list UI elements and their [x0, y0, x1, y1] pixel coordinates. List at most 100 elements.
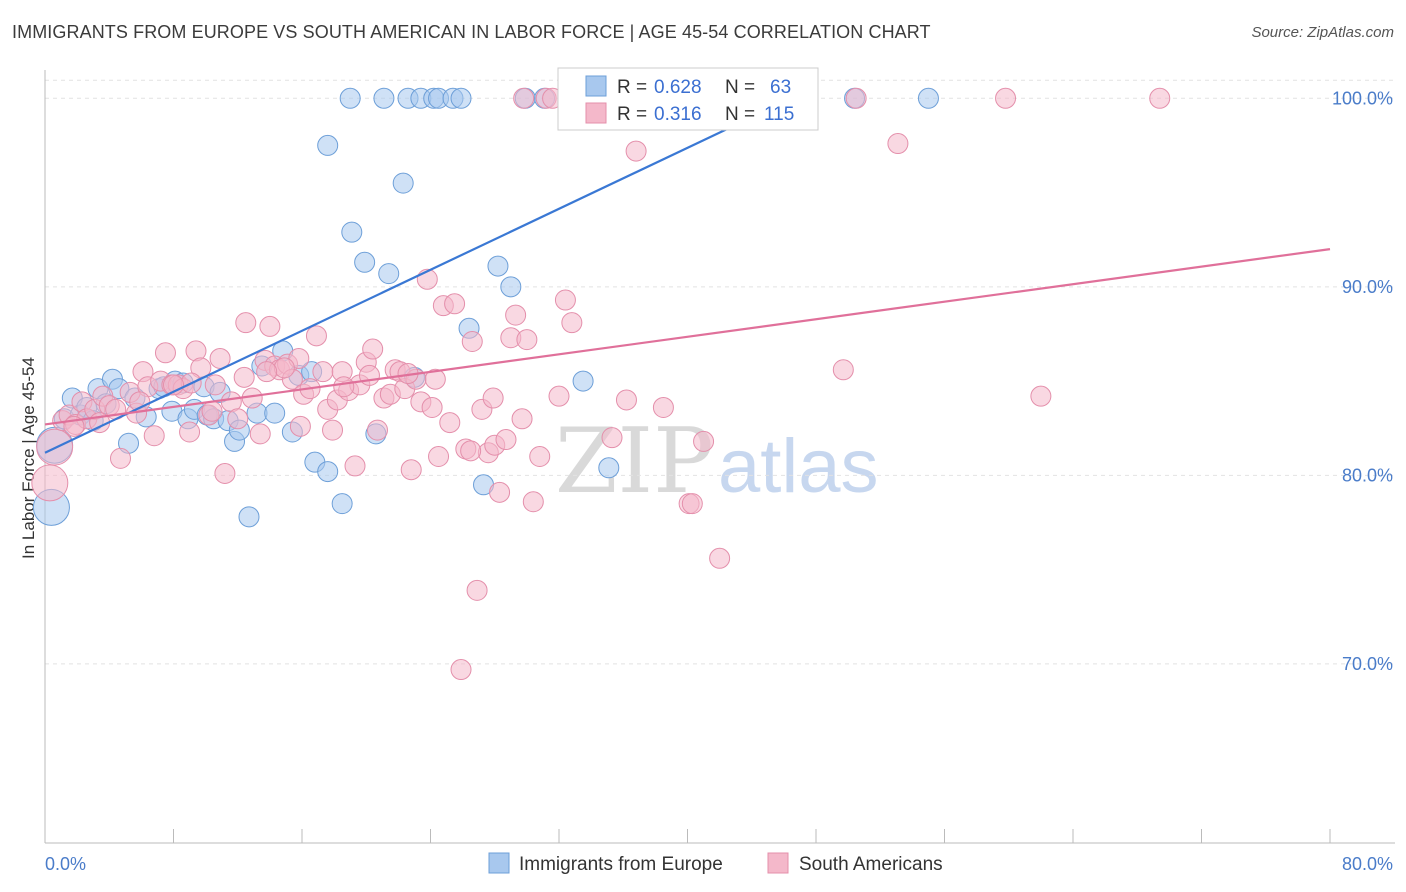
legend-n-value-europe: 63: [770, 77, 791, 98]
point-1-61: [400, 459, 422, 481]
trend-line-0: [44, 97, 793, 454]
bottom-legend-label-europe: Immigrants from Europe: [519, 854, 723, 875]
point-1-121: [424, 368, 446, 390]
point-0-57: [500, 276, 522, 298]
point-0-45: [378, 263, 400, 285]
point-1-109: [273, 357, 295, 379]
point-1-51: [344, 455, 366, 477]
point-0-46: [392, 172, 414, 194]
y-tick-label-80: 80.0%: [1342, 465, 1393, 485]
point-1-120: [289, 415, 311, 437]
point-1-95: [652, 396, 674, 418]
point-1-115: [333, 376, 355, 398]
point-1-94: [625, 140, 647, 162]
bottom-legend-label-south-americans: South Americans: [799, 854, 943, 875]
point-1-86: [548, 385, 570, 407]
source-label: Source: ZipAtlas.com: [1251, 24, 1394, 41]
point-1-78: [495, 429, 517, 451]
point-0-37: [317, 461, 339, 483]
point-1-66: [428, 446, 450, 467]
y-tick-label-100: 100.0%: [1332, 88, 1393, 108]
point-1-45: [312, 361, 334, 383]
x-tick-label-min: 0.0%: [45, 854, 86, 874]
chart-title: IMMIGRANTS FROM EUROPE VS SOUTH AMERICAN…: [12, 22, 931, 42]
legend-n-label-south-americans: N =: [725, 104, 755, 125]
series-legend: Immigrants from Europe South Americans: [488, 852, 943, 875]
point-1-82: [516, 329, 538, 351]
point-1-16: [143, 425, 165, 447]
point-1-114: [256, 361, 278, 383]
y-tick-labels: 70.0% 80.0% 90.0% 100.0%: [1332, 88, 1393, 674]
legend-swatch-south-americans: [585, 102, 607, 124]
point-1-105: [1149, 87, 1171, 109]
point-1-73: [466, 579, 488, 601]
point-1-112: [513, 87, 535, 109]
point-1-81: [511, 408, 533, 430]
legend-n-label-europe: N =: [725, 77, 755, 98]
point-1-54: [362, 338, 384, 360]
point-1-99: [709, 547, 731, 569]
x-tick-labels: 0.0% 80.0%: [45, 854, 1393, 874]
point-1-101: [845, 87, 867, 109]
legend-n-value-south-americans: 115: [764, 104, 794, 125]
y-tick-label-90: 90.0%: [1342, 277, 1393, 297]
legend-r-label-europe: R =: [617, 77, 647, 98]
point-1-98: [693, 430, 715, 452]
point-1-32: [235, 312, 257, 334]
point-0-53: [450, 87, 472, 109]
point-1-100: [832, 359, 854, 381]
point-1-93: [615, 389, 637, 411]
point-1-110: [358, 364, 380, 386]
point-1-70: [450, 659, 472, 681]
point-0-39: [331, 493, 353, 515]
point-1-18: [154, 342, 176, 364]
point-1-31: [233, 366, 255, 388]
legend-r-label-south-americans: R =: [617, 104, 647, 125]
bottom-legend-swatch-south-americans: [767, 852, 789, 874]
point-0-61: [572, 370, 594, 392]
legend-r-value-south-americans: 0.316: [654, 104, 702, 125]
point-1-104: [1030, 385, 1052, 407]
point-0-28: [238, 506, 260, 528]
point-1-36: [259, 315, 281, 337]
point-1-91: [601, 427, 623, 449]
point-1-34: [249, 423, 271, 445]
point-0-44: [373, 87, 395, 109]
point-1-47: [322, 419, 344, 441]
point-1-111: [460, 440, 482, 462]
point-1-102: [887, 133, 909, 155]
point-1-30: [227, 408, 249, 430]
point-1-0: [31, 464, 69, 502]
legend-r-value-europe: 0.628: [654, 77, 702, 98]
bottom-legend-swatch-europe: [488, 852, 510, 874]
point-1-28: [214, 462, 236, 484]
point-0-31: [264, 402, 286, 424]
point-0-56: [487, 255, 509, 277]
point-0-64: [917, 87, 939, 109]
point-1-77: [489, 481, 511, 503]
point-1-83: [522, 491, 544, 513]
stats-legend: R = 0.628 N = 63 R = 0.316 N = 115: [557, 67, 819, 131]
point-0-40: [341, 221, 363, 243]
point-1-97: [681, 493, 703, 515]
point-1-22: [179, 421, 201, 443]
point-1-11: [109, 447, 131, 469]
point-1-68: [439, 412, 461, 434]
point-0-42: [354, 251, 376, 273]
point-1-103: [995, 87, 1017, 109]
point-1-117: [201, 400, 223, 422]
point-1-55: [366, 419, 388, 441]
point-1-44: [305, 325, 327, 347]
point-1-65: [421, 396, 443, 418]
point-1-122: [482, 387, 504, 409]
point-1-80: [505, 304, 527, 326]
point-1-69: [444, 293, 466, 315]
point-0-62: [598, 457, 620, 479]
point-1-26: [204, 374, 226, 396]
y-tick-label-70: 70.0%: [1342, 654, 1393, 674]
point-1-72: [461, 330, 483, 352]
point-0-41: [339, 87, 361, 109]
point-1-88: [561, 312, 583, 334]
x-tick-label-max: 80.0%: [1342, 854, 1393, 874]
